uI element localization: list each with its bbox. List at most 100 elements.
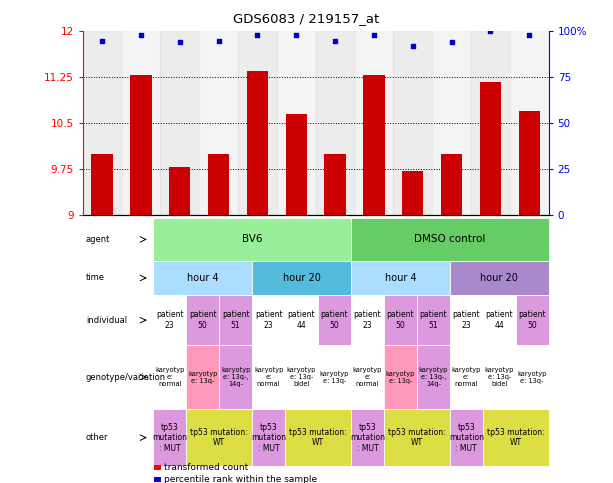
Text: individual: individual	[86, 316, 127, 325]
Text: time: time	[86, 273, 105, 283]
Bar	[351, 218, 549, 260]
Text: karyotyp
e:
normal: karyotyp e: normal	[254, 367, 283, 387]
Bar	[83, 409, 151, 466]
Bar	[286, 114, 307, 215]
Text: patient
50: patient 50	[321, 311, 348, 330]
Point	[485, 28, 495, 35]
Bar	[384, 409, 450, 466]
Bar	[384, 345, 417, 409]
Text: DMSO control: DMSO control	[414, 234, 485, 244]
Bar	[471, 31, 510, 215]
Bar	[252, 409, 285, 466]
Bar	[318, 345, 351, 409]
Bar	[91, 154, 113, 215]
Text: hour 4: hour 4	[187, 273, 218, 283]
Bar	[351, 296, 384, 345]
Text: karyotyp
e: 13q-: karyotyp e: 13q-	[320, 370, 349, 384]
Text: BV6: BV6	[242, 234, 262, 244]
Bar	[510, 31, 549, 215]
Bar	[252, 345, 285, 409]
Point	[175, 39, 185, 46]
Text: patient
44: patient 44	[287, 311, 315, 330]
Text: hour 20: hour 20	[283, 273, 321, 283]
Bar	[354, 31, 394, 215]
Bar	[483, 296, 516, 345]
Text: GDS6083 / 219157_at: GDS6083 / 219157_at	[234, 12, 379, 25]
Bar	[154, 477, 161, 482]
Bar	[219, 296, 252, 345]
Bar	[316, 31, 354, 215]
Point	[408, 42, 417, 50]
Text: karyotyp
e: 13q-,
14q-: karyotyp e: 13q-, 14q-	[221, 367, 250, 387]
Text: hour 20: hour 20	[480, 273, 518, 283]
Text: tp53 mutation:
WT: tp53 mutation: WT	[289, 428, 347, 447]
Bar	[121, 31, 161, 215]
Text: patient
23: patient 23	[156, 311, 183, 330]
Bar	[318, 296, 351, 345]
Text: karyotyp
e: 13q-: karyotyp e: 13q-	[517, 370, 547, 384]
Text: patient
50: patient 50	[189, 311, 216, 330]
Point	[447, 39, 457, 46]
Bar	[252, 296, 285, 345]
Bar	[450, 296, 483, 345]
Bar	[153, 296, 186, 345]
Bar	[154, 465, 161, 470]
Text: patient
44: patient 44	[485, 311, 513, 330]
Text: karyotyp
e: 13q-,
14q-: karyotyp e: 13q-, 14q-	[419, 367, 448, 387]
Bar	[417, 296, 450, 345]
Point	[253, 31, 262, 39]
Bar	[450, 409, 483, 466]
Text: karyotyp
e: 13q-
bidel: karyotyp e: 13q- bidel	[287, 367, 316, 387]
Text: karyotyp
e:
normal: karyotyp e: normal	[155, 367, 185, 387]
Bar	[161, 31, 199, 215]
Bar	[277, 31, 316, 215]
Bar	[83, 260, 151, 296]
Point	[291, 31, 301, 39]
Text: karyotyp
e: 13q-: karyotyp e: 13q-	[386, 370, 415, 384]
Bar	[186, 345, 219, 409]
Bar	[83, 31, 121, 215]
Bar	[417, 345, 450, 409]
Bar	[208, 154, 229, 215]
Bar	[483, 409, 549, 466]
Bar	[153, 409, 186, 466]
Point	[524, 31, 534, 39]
Bar	[519, 111, 540, 215]
Text: patient
51: patient 51	[419, 311, 447, 330]
Bar	[285, 409, 351, 466]
Bar	[219, 345, 252, 409]
Bar	[252, 260, 351, 296]
Text: hour 4: hour 4	[384, 273, 416, 283]
Bar	[450, 345, 483, 409]
Text: patient
50: patient 50	[519, 311, 546, 330]
Bar	[285, 345, 318, 409]
Bar	[186, 409, 252, 466]
Text: patient
23: patient 23	[354, 311, 381, 330]
Bar	[432, 31, 471, 215]
Text: tp53
mutation
: MUT: tp53 mutation : MUT	[152, 423, 187, 453]
Point	[97, 37, 107, 44]
Text: percentile rank within the sample: percentile rank within the sample	[164, 475, 318, 483]
Bar	[351, 409, 384, 466]
Bar	[153, 218, 351, 260]
Bar	[324, 154, 346, 215]
Point	[369, 31, 379, 39]
Text: tp53 mutation:
WT: tp53 mutation: WT	[487, 428, 544, 447]
Text: karyotyp
e: 13q-
bidel: karyotyp e: 13q- bidel	[484, 367, 514, 387]
Point	[330, 37, 340, 44]
Point	[136, 31, 146, 39]
Point	[214, 37, 224, 44]
Bar	[285, 296, 318, 345]
Text: transformed count: transformed count	[164, 463, 248, 472]
Text: genotype/variation: genotype/variation	[86, 372, 166, 382]
Text: patient
51: patient 51	[222, 311, 249, 330]
Bar	[516, 296, 549, 345]
Bar	[441, 154, 462, 215]
Bar	[83, 296, 151, 345]
Text: other: other	[86, 433, 109, 442]
Text: tp53
mutation
: MUT: tp53 mutation : MUT	[350, 423, 385, 453]
Bar	[238, 31, 277, 215]
Text: tp53 mutation:
WT: tp53 mutation: WT	[190, 428, 248, 447]
Text: tp53
mutation
: MUT: tp53 mutation : MUT	[449, 423, 484, 453]
Text: karyotyp
e:
normal: karyotyp e: normal	[352, 367, 382, 387]
